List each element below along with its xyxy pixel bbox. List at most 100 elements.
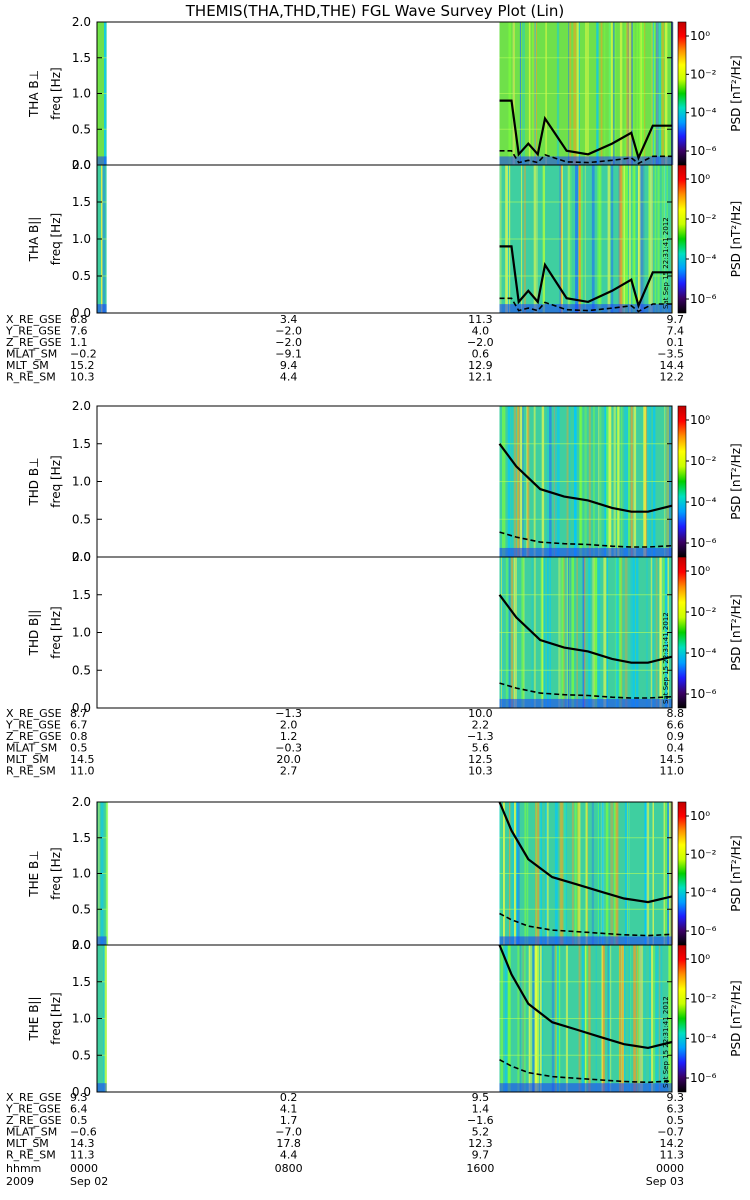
y-axis-unit-label: freq [Hz] bbox=[49, 992, 63, 1044]
ephemeris-label: Z_RE_GSE bbox=[6, 1114, 62, 1127]
ephemeris-value: 0.1 bbox=[667, 336, 685, 349]
ephemeris-value: 11.0 bbox=[660, 765, 685, 778]
colorbar-tick-label: 10⁰ bbox=[690, 564, 710, 578]
y-tick-label: 1.5 bbox=[72, 195, 91, 209]
ephemeris-value: −1.6 bbox=[467, 1114, 494, 1127]
ephemeris-value: 1.4 bbox=[472, 1103, 490, 1116]
colorbar bbox=[677, 801, 687, 946]
y-tick-label: 0.5 bbox=[72, 1048, 91, 1062]
ephemeris-value: 5.6 bbox=[472, 742, 490, 755]
y-tick-label: 0.5 bbox=[72, 902, 91, 916]
ephemeris-value: −0.3 bbox=[275, 742, 302, 755]
y-tick-label: 1.0 bbox=[72, 1012, 91, 1026]
ephemeris-value: 1.2 bbox=[280, 730, 298, 743]
ephemeris-value: 9.7 bbox=[472, 1149, 490, 1162]
ephemeris-value: 9.3 bbox=[667, 1091, 685, 1104]
ephemeris-value: 12.1 bbox=[468, 371, 493, 384]
y-tick-label: 0.0 bbox=[72, 158, 91, 172]
y-tick-label: 2.0 bbox=[72, 795, 91, 809]
low-frequency-band bbox=[499, 547, 672, 557]
y-axis-unit-label: freq [Hz] bbox=[49, 847, 63, 899]
ephemeris-value: 2.7 bbox=[280, 765, 298, 778]
ephemeris-value: 11.0 bbox=[70, 765, 95, 778]
gyrofrequency-line bbox=[499, 99, 672, 162]
ephemeris-value: −0.2 bbox=[70, 348, 97, 361]
ephemeris-label: R_RE_SM bbox=[6, 1149, 56, 1162]
low-frequency-band bbox=[499, 1083, 672, 1092]
low-frequency-band bbox=[499, 304, 672, 313]
ephemeris-value: 0.8 bbox=[70, 730, 88, 743]
ephemeris-label: R_RE_SM bbox=[6, 765, 56, 778]
gyrofrequency-line bbox=[498, 944, 673, 1050]
ephemeris-value: −9.1 bbox=[275, 348, 302, 361]
ephemeris-value: 2.0 bbox=[280, 719, 298, 732]
ephemeris-label: X_RE_GSE bbox=[6, 1091, 62, 1104]
colorbar-tick-label: 10⁻⁴ bbox=[690, 886, 717, 900]
ephemeris-value: −0.7 bbox=[657, 1126, 684, 1139]
colorbar bbox=[677, 556, 687, 709]
y-axis-probe-label: THD B⊥ bbox=[27, 457, 41, 506]
ephemeris-label: X_RE_GSE bbox=[6, 707, 62, 720]
colorbar-tick-label: 10⁻⁴ bbox=[690, 646, 717, 660]
ephemeris-value: 0.2 bbox=[280, 1091, 298, 1104]
year-label: 2009 bbox=[6, 1175, 34, 1188]
colorbar-label: PSD [nT²/Hz] bbox=[729, 594, 743, 670]
ephemeris-value: 10.3 bbox=[468, 765, 493, 778]
colorbar-tick-label: 10⁰ bbox=[690, 413, 710, 427]
y-tick-label: 2.0 bbox=[72, 550, 91, 564]
ephemeris-value: 2.2 bbox=[472, 719, 490, 732]
y-tick-label: 0.0 bbox=[72, 938, 91, 952]
ephemeris-value: 6.3 bbox=[667, 1103, 685, 1116]
half-gyrofrequency-line bbox=[499, 682, 673, 699]
ephemeris-value: 6.8 bbox=[70, 313, 88, 326]
ephemeris-label: MLAT_SM bbox=[6, 348, 57, 361]
timestamp-stamp: Sat Sep 15 22:31:41 2012 bbox=[662, 217, 670, 309]
ephemeris-value: 11.3 bbox=[468, 313, 493, 326]
ephemeris-value: −1.3 bbox=[275, 707, 302, 720]
y-tick-label: 0.5 bbox=[72, 122, 91, 136]
colorbar-tick-label: 10⁰ bbox=[690, 29, 710, 43]
ephemeris-value: 4.4 bbox=[280, 1149, 298, 1162]
spectrogram-block bbox=[499, 557, 672, 708]
colorbar-tick-label: 10⁰ bbox=[690, 952, 710, 966]
y-axis-probe-label: THD B|| bbox=[27, 610, 41, 657]
chart-title: THEMIS(THA,THD,THE) FGL Wave Survey Plot… bbox=[185, 2, 565, 20]
half-gyrofrequency-line bbox=[499, 912, 673, 937]
gyrofrequency-line bbox=[498, 443, 673, 513]
colorbar-tick-label: 10⁻⁴ bbox=[690, 1031, 717, 1045]
y-tick-label: 2.0 bbox=[72, 399, 91, 413]
ephemeris-label: MLAT_SM bbox=[6, 1126, 57, 1139]
ephemeris-value: 0.5 bbox=[70, 1114, 88, 1127]
y-tick-label: 0.5 bbox=[72, 512, 91, 526]
ephemeris-label: X_RE_GSE bbox=[6, 313, 62, 326]
ephemeris-label: MLAT_SM bbox=[6, 742, 57, 755]
ephemeris-value: 9.5 bbox=[472, 1091, 490, 1104]
ephemeris-label: Y_RE_GSE bbox=[5, 1103, 61, 1116]
start-date-label: Sep 02 bbox=[70, 1175, 108, 1188]
low-frequency-band bbox=[499, 936, 672, 945]
half-gyrofrequency-line bbox=[499, 150, 672, 165]
ephemeris-value: 7.4 bbox=[667, 325, 685, 338]
colorbar bbox=[677, 164, 687, 314]
ephemeris-value: 11.3 bbox=[70, 1149, 95, 1162]
spectrogram-block bbox=[499, 165, 674, 313]
colorbar bbox=[677, 944, 687, 1093]
ephemeris-value: 4.4 bbox=[280, 371, 298, 384]
time-tick-label: 1600 bbox=[466, 1162, 494, 1175]
ephemeris-value: 3.4 bbox=[280, 313, 298, 326]
colorbar-tick-label: 10⁻⁶ bbox=[690, 144, 717, 158]
colorbar-tick-label: 10⁻⁶ bbox=[690, 292, 717, 306]
ephemeris-value: 14.5 bbox=[70, 753, 95, 766]
ephemeris-value: 9.4 bbox=[280, 359, 298, 372]
ephemeris-value: 0.4 bbox=[667, 742, 685, 755]
ephemeris-value: 0.6 bbox=[472, 348, 490, 361]
y-tick-label: 2.0 bbox=[72, 938, 91, 952]
y-tick-label: 0.0 bbox=[72, 306, 91, 320]
colorbar-label: PSD [nT²/Hz] bbox=[729, 201, 743, 277]
y-tick-label: 0.0 bbox=[72, 1085, 91, 1099]
y-tick-label: 0.5 bbox=[72, 269, 91, 283]
ephemeris-value: 15.2 bbox=[70, 359, 95, 372]
y-tick-label: 2.0 bbox=[72, 158, 91, 172]
ephemeris-value: 8.8 bbox=[667, 707, 685, 720]
ephemeris-label: Z_RE_GSE bbox=[6, 730, 62, 743]
